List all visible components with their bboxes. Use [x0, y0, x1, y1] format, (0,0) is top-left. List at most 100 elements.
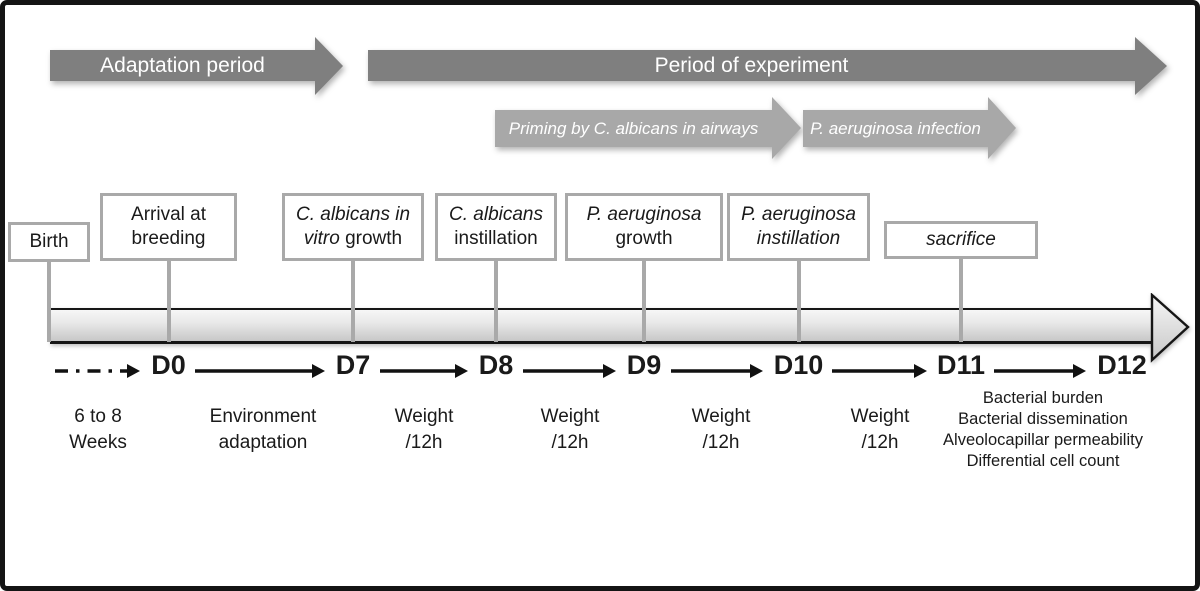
- annotation-weight-1: Weight/12h: [395, 404, 454, 456]
- arrow-svg: [523, 364, 616, 378]
- event-box-label-segment: growth: [615, 228, 673, 249]
- day-label-d12: D12: [1097, 350, 1147, 380]
- day-interval-arrow-icon: [380, 362, 469, 380]
- arrow-svg: [380, 364, 468, 378]
- arrow-svg: [671, 364, 763, 378]
- arrow-head-icon: [315, 37, 343, 95]
- arrow-svg: [832, 364, 927, 378]
- annotation-d11-readouts: Bacterial burden Bacterial dissemination A…: [943, 388, 1143, 472]
- event-box-label-segment: C. albicans: [449, 203, 543, 225]
- annotation-line: Bacterial burden: [982, 389, 1104, 407]
- arrow-head-icon: [988, 97, 1016, 159]
- annotation-line: Environment: [209, 406, 317, 427]
- annotation-weight-3: Weight/12h: [692, 404, 751, 456]
- annotation-line: Weeks: [69, 432, 127, 453]
- event-box-sacrifice: sacrifice: [884, 221, 1038, 259]
- event-box-label: P. aeruginosa: [587, 203, 702, 227]
- annotation-line: /12h: [551, 432, 589, 453]
- connector-arrival-at-breeding: [166, 259, 171, 342]
- priming-arrow-body: Priming by C. albicans in airways: [495, 110, 772, 147]
- annotation-weight-4: Weight/12h: [851, 404, 910, 456]
- timeline-bar-body: [50, 308, 1152, 344]
- arrow-head-icon: [1135, 37, 1167, 95]
- annotation-line: /12h: [702, 432, 740, 453]
- infection-arrow-body: P. aeruginosa infection: [803, 110, 988, 147]
- annotation-line: Weight: [691, 406, 751, 427]
- day-label-d9: D9: [626, 350, 662, 380]
- event-box-label-segment: Birth: [29, 230, 69, 252]
- annotation-line: Weight: [540, 406, 600, 427]
- connector-c-albicans-instillation: [494, 259, 498, 342]
- event-box-label: P. aeruginosa: [741, 203, 856, 227]
- period-of-experiment-label: Period of experiment: [654, 53, 849, 77]
- day-label-d11: D11: [936, 350, 986, 380]
- day-label-d10: D10: [773, 350, 824, 380]
- event-box-label: Birth: [29, 230, 68, 254]
- annotation-line: Differential cell count: [966, 452, 1120, 470]
- timeline-arrow-head-icon: [1150, 293, 1190, 363]
- event-box-label-segment: breeding: [131, 228, 206, 249]
- connector-p-aeruginosa-instillation: [796, 259, 801, 342]
- connector-birth: [47, 260, 51, 342]
- event-box-label: growth: [615, 227, 672, 251]
- connector-c-albicans-in-vitro-growth: [351, 259, 355, 342]
- event-box-birth: Birth: [8, 222, 90, 262]
- arrow-svg: [195, 364, 325, 378]
- dashed-arrow-svg: [55, 364, 140, 378]
- annotation-weight-2: Weight/12h: [541, 404, 600, 456]
- event-box-label: instillation: [757, 227, 840, 251]
- annotation-environment-adaptation: Environment adaptation: [210, 404, 317, 456]
- event-box-label-segment: vitro: [303, 228, 340, 249]
- period-of-experiment-arrow-body: Period of experiment: [368, 50, 1135, 81]
- event-box-label: sacrifice: [926, 228, 996, 252]
- event-box-label: breeding: [132, 227, 206, 251]
- event-box-label: C. albicans: [449, 203, 543, 227]
- annotation-line: /12h: [405, 432, 443, 453]
- annotation-line: Weight: [850, 406, 910, 427]
- day-interval-arrow-icon: [671, 362, 764, 380]
- annotation-line: Alveolocapillar permeability: [943, 431, 1143, 449]
- annotation-line: adaptation: [218, 432, 308, 453]
- event-box-c-albicans-instillation: C. albicans instillation: [435, 193, 557, 261]
- event-box-p-aeruginosa-growth: P. aeruginosa growth: [565, 193, 723, 261]
- event-box-p-aeruginosa-instillation: P. aeruginosa instillation: [727, 193, 870, 261]
- day-interval-arrow-icon: [994, 362, 1087, 380]
- event-box-label-segment: P. aeruginosa: [586, 203, 702, 225]
- connector-p-aeruginosa-growth: [642, 259, 646, 342]
- arrow-head-icon: [772, 97, 801, 159]
- event-box-label-segment: Arrival at: [131, 203, 206, 225]
- day-interval-arrow-icon: [523, 362, 617, 380]
- event-box-label-segment: P. aeruginosa: [741, 203, 856, 225]
- annotation-age: 6 to 8 Weeks: [69, 404, 127, 456]
- annotation-line: /12h: [861, 432, 899, 453]
- event-box-label-segment: C. albicans in: [295, 203, 411, 225]
- event-box-label: instillation: [454, 227, 537, 251]
- infection-label: P. aeruginosa infection: [810, 118, 981, 138]
- annotation-line: Weight: [394, 406, 454, 427]
- adaptation-period-label: Adaptation period: [100, 53, 265, 77]
- day-label-d7: D7: [335, 350, 371, 380]
- event-box-label-segment: sacrifice: [926, 228, 996, 250]
- event-box-label-segment: instillation: [454, 228, 538, 249]
- connector-sacrifice: [959, 257, 963, 342]
- event-box-label-segment: growth: [339, 228, 403, 249]
- event-box-label: vitro growth: [304, 227, 402, 251]
- priming-label: Priming by C. albicans in airways: [508, 118, 759, 138]
- day-interval-arrow-icon: [195, 362, 326, 380]
- event-box-label: Arrival at: [131, 203, 206, 227]
- day-interval-arrow-icon: [832, 362, 928, 380]
- annotation-line: Bacterial dissemination: [958, 410, 1128, 428]
- event-box-c-albicans-in-vitro-growth: C. albicans in vitro growth: [282, 193, 424, 261]
- arrow-svg: [994, 364, 1086, 378]
- dashed-arrow-icon: [55, 362, 141, 380]
- annotation-line: 6 to 8: [74, 406, 122, 427]
- event-box-label-segment: instillation: [756, 228, 841, 249]
- event-box-label: C. albicans in: [296, 203, 410, 227]
- day-label-d0: D0: [151, 350, 186, 380]
- adaptation-period-arrow-body: Adaptation period: [50, 50, 315, 81]
- event-box-arrival-at-breeding: Arrival at breeding: [100, 193, 237, 261]
- day-label-d8: D8: [478, 350, 514, 380]
